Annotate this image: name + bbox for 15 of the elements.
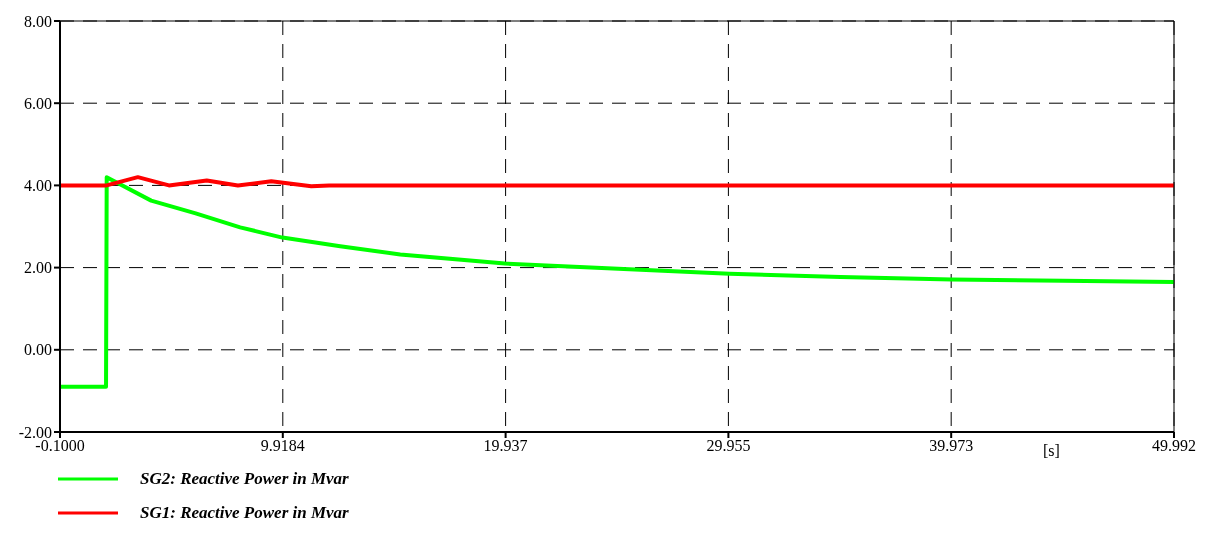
- line-series: [60, 175, 1174, 389]
- x-tick-label: 49.992: [1152, 437, 1196, 455]
- legend-label: SG1: Reactive Power in Mvar: [140, 503, 349, 523]
- legend-label: SG2: Reactive Power in Mvar: [140, 469, 349, 489]
- y-tick-label: 6.00: [24, 94, 52, 112]
- x-axis-title: [s]: [1043, 442, 1060, 459]
- x-tick-label: 39.973: [929, 437, 974, 455]
- x-tick-label: 19.937: [483, 437, 528, 455]
- y-tick-label: 4.00: [24, 177, 52, 195]
- y-tick-label: 2.00: [24, 259, 52, 277]
- y-tick-label: 0.00: [24, 341, 52, 359]
- x-tick-label: 29.955: [706, 437, 751, 455]
- y-tick-label: 8.00: [24, 12, 52, 30]
- line-series: [60, 175, 1174, 189]
- x-tick-label: 9.9184: [260, 437, 305, 455]
